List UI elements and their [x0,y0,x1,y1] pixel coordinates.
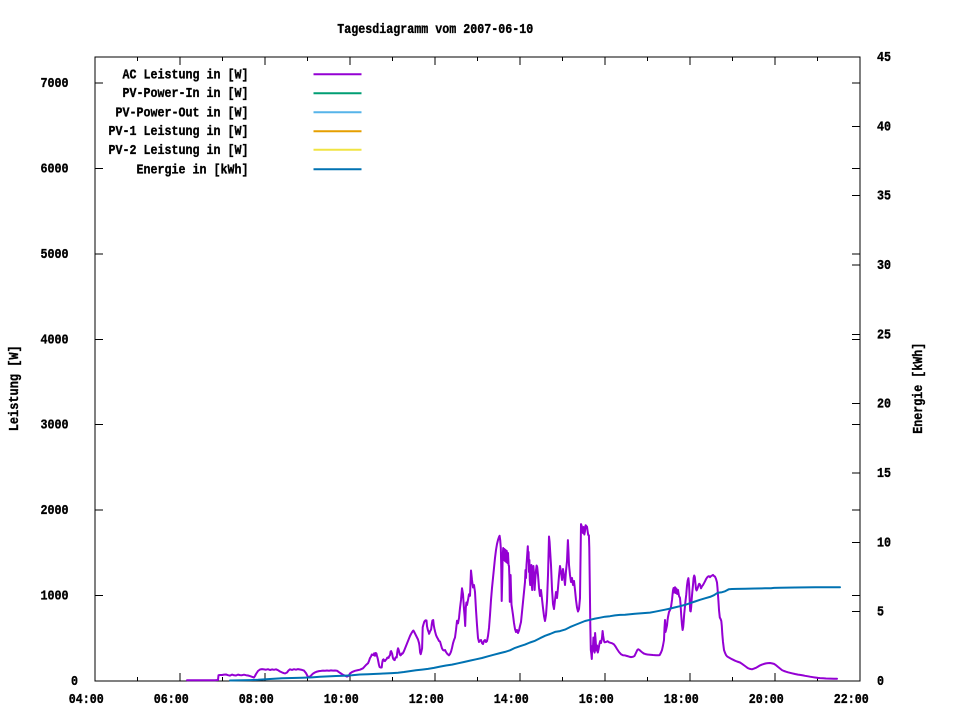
svg-text:30: 30 [877,258,891,274]
svg-text:PV-1 Leistung in [W]: PV-1 Leistung in [W] [109,124,249,140]
svg-text:Energie [kWh]: Energie [kWh] [911,343,927,434]
svg-text:20: 20 [877,397,891,413]
svg-text:20:00: 20:00 [749,692,784,708]
svg-text:45: 45 [877,50,891,66]
svg-text:25: 25 [877,327,891,343]
svg-text:10: 10 [877,535,891,551]
svg-text:AC Leistung in [W]: AC Leistung in [W] [123,67,249,83]
svg-text:0: 0 [877,674,884,690]
svg-text:Tagesdiagramm vom 2007-06-10: Tagesdiagramm vom 2007-06-10 [337,22,533,38]
svg-text:PV-2 Leistung in [W]: PV-2 Leistung in [W] [109,143,249,159]
svg-text:PV-Power-Out in [W]: PV-Power-Out in [W] [116,105,249,121]
svg-text:12:00: 12:00 [409,692,444,708]
svg-text:Energie in [kWh]: Energie in [kWh] [137,162,249,178]
svg-text:2000: 2000 [41,503,69,519]
svg-text:1000: 1000 [41,589,69,605]
svg-text:08:00: 08:00 [239,692,274,708]
svg-text:10:00: 10:00 [324,692,359,708]
svg-text:04:00: 04:00 [69,692,104,708]
svg-text:40: 40 [877,119,891,135]
svg-text:3000: 3000 [41,418,69,434]
svg-text:18:00: 18:00 [664,692,699,708]
svg-text:6000: 6000 [41,161,69,177]
svg-text:7000: 7000 [41,76,69,92]
svg-text:4000: 4000 [41,332,69,348]
svg-text:5000: 5000 [41,247,69,263]
svg-text:0: 0 [71,674,78,690]
svg-text:22:00: 22:00 [834,692,869,708]
svg-text:Leistung [W]: Leistung [W] [7,345,23,431]
svg-text:35: 35 [877,189,891,205]
svg-text:PV-Power-In in [W]: PV-Power-In in [W] [123,86,249,102]
svg-text:16:00: 16:00 [579,692,614,708]
svg-text:06:00: 06:00 [154,692,189,708]
svg-text:14:00: 14:00 [494,692,529,708]
svg-text:5: 5 [877,605,884,621]
svg-text:15: 15 [877,466,891,482]
